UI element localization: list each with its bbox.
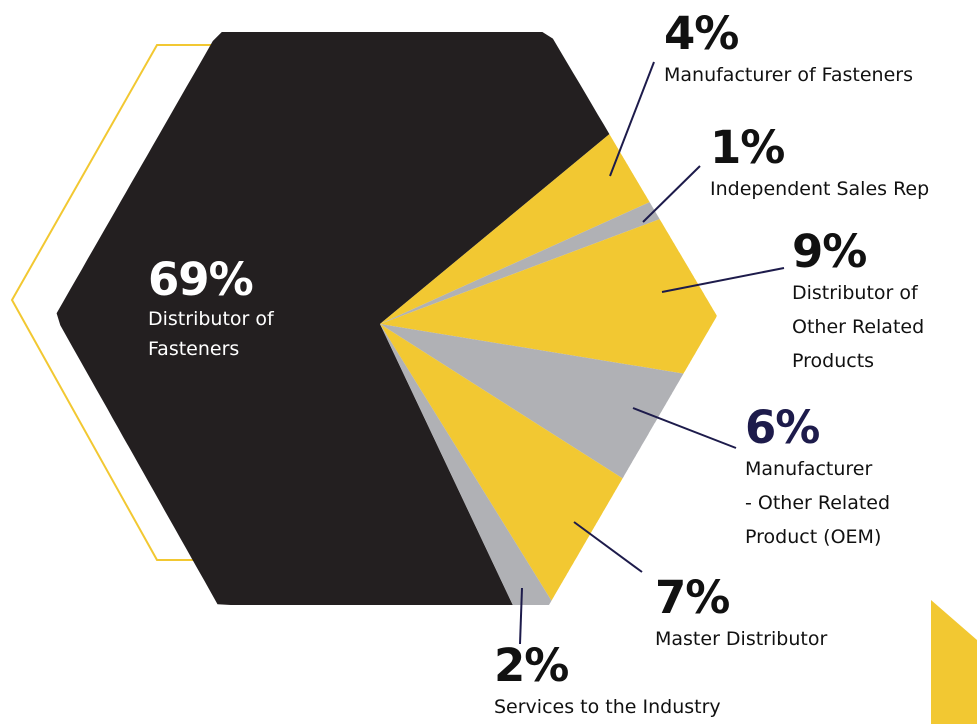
label-slice-1: 4% Manufacturer of Fasteners bbox=[664, 10, 913, 92]
slice-1-label: Manufacturer of Fasteners bbox=[664, 64, 913, 86]
leader-line-2 bbox=[642, 165, 701, 223]
leader-line-4 bbox=[632, 407, 737, 449]
label-slice-3: 9% Distributor of Other Related Products bbox=[792, 228, 924, 378]
slice-5-label: Master Distributor bbox=[655, 628, 828, 650]
leader-line-6 bbox=[519, 587, 523, 645]
pie-slice-0 bbox=[56, 32, 610, 605]
slice-2-label: Independent Sales Rep bbox=[710, 178, 930, 200]
pie-slice-6 bbox=[380, 324, 552, 605]
leader-line-5 bbox=[573, 521, 643, 573]
slice-3-label: Distributor of Other Related Products bbox=[792, 282, 925, 372]
label-slice-4: 6% Manufacturer - Other Related Product … bbox=[745, 404, 890, 554]
leader-line-1 bbox=[609, 61, 655, 177]
decorative-corner-triangle bbox=[931, 600, 977, 724]
slice-4-label: Manufacturer - Other Related Product (OE… bbox=[745, 458, 891, 548]
label-slice-0: 69% Distributor of Fasteners bbox=[148, 256, 274, 364]
slice-5-percent: 7% bbox=[655, 571, 730, 624]
label-slice-6: 2% Services to the Industry bbox=[494, 642, 721, 724]
slice-0-label: Distributor of Fasteners bbox=[148, 308, 274, 360]
pie-slice-4 bbox=[380, 324, 684, 479]
label-slice-2: 1% Independent Sales Rep bbox=[710, 124, 929, 206]
slice-4-percent: 6% bbox=[745, 401, 820, 454]
slice-2-percent: 1% bbox=[710, 121, 785, 174]
pie-slice-5 bbox=[380, 324, 623, 601]
slice-1-percent: 4% bbox=[664, 7, 739, 60]
pie-slices bbox=[56, 32, 717, 605]
slice-6-percent: 2% bbox=[494, 639, 569, 692]
slice-3-percent: 9% bbox=[792, 225, 867, 278]
pie-slice-1 bbox=[380, 134, 650, 324]
pie-slice-3 bbox=[380, 219, 717, 374]
slice-0-percent: 69% bbox=[148, 253, 254, 306]
leader-lines bbox=[519, 61, 785, 645]
pie-slice-2 bbox=[380, 202, 660, 324]
slice-6-label: Services to the Industry bbox=[494, 696, 721, 718]
label-slice-5: 7% Master Distributor bbox=[655, 574, 827, 656]
leader-line-3 bbox=[661, 267, 785, 293]
